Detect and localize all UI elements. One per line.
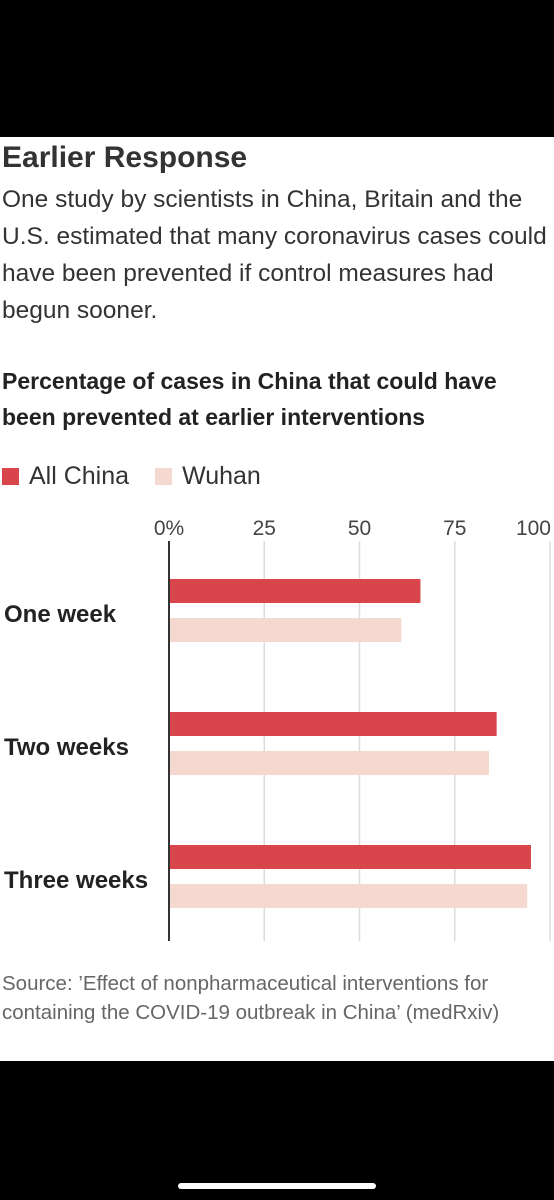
bar-all-china [169,579,421,603]
x-tick-label: 50 [348,517,371,540]
x-tick-label: 100 [516,517,551,540]
legend-label-all-china: All China [29,461,130,490]
category-label: Three weeks [4,867,148,894]
source-note: Source: ’Effect of nonpharmaceutical int… [2,972,500,1024]
legend-label-wuhan: Wuhan [182,461,261,490]
graphic-title: Earlier Response [2,141,248,174]
article-graphic-panel: Earlier Response One study by scientists… [0,137,554,1061]
graphic-subtitle: One study by scientists in China, Britai… [2,186,547,324]
bar-all-china [169,845,531,869]
bar-chart: 0% 25 50 75 100 One week Two weeks Three weeks [4,517,551,941]
x-tick-label: 25 [253,517,276,540]
category-label: Two weeks [4,734,129,761]
legend-swatch-all-china [2,467,19,485]
bar-wuhan [169,751,490,775]
x-tick-label: 75 [443,517,466,540]
chart-legend: All China Wuhan [2,460,287,492]
legend-item-wuhan: Wuhan [155,462,261,491]
home-indicator[interactable] [178,1183,376,1189]
legend-swatch-wuhan [155,467,173,485]
category-label: One week [4,601,117,628]
chart-title: Percentage of cases in China that could … [2,368,497,430]
bar-wuhan [169,618,402,642]
x-tick-label: 0% [154,517,184,540]
bar-all-china [169,712,497,736]
legend-item-all-china: All China [2,462,129,491]
bar-wuhan [169,884,528,908]
